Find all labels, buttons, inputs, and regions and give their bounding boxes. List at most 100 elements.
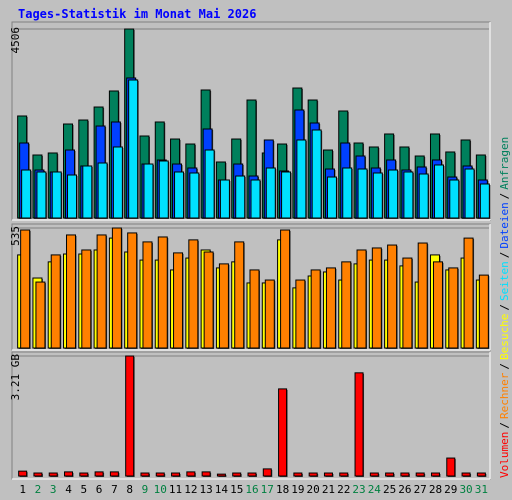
bar xyxy=(67,174,78,219)
bar xyxy=(35,281,46,349)
bar xyxy=(127,232,138,349)
legend-entry: Volumen xyxy=(498,432,511,478)
x-tick-label: 3 xyxy=(50,483,57,496)
bar xyxy=(449,179,460,219)
bar xyxy=(111,227,122,349)
bar xyxy=(418,173,429,219)
x-tick-label: 1 xyxy=(19,483,26,496)
bar xyxy=(216,473,226,477)
bar xyxy=(326,176,337,219)
bar xyxy=(417,242,428,349)
bar xyxy=(82,165,93,219)
bar xyxy=(186,471,196,477)
x-tick-label: 9 xyxy=(142,483,149,496)
x-tick-label: 28 xyxy=(429,483,442,496)
x-tick-label: 2 xyxy=(35,483,42,496)
bar xyxy=(188,239,199,349)
x-tick-label: 23 xyxy=(352,483,365,496)
legend-entry: Besuche xyxy=(498,314,511,360)
bar xyxy=(476,472,486,477)
bar xyxy=(463,237,474,349)
bar xyxy=(432,261,443,349)
legend-separator: / xyxy=(498,193,511,200)
bar xyxy=(310,269,321,349)
bar xyxy=(96,234,107,349)
y-tick-label: 4506 xyxy=(9,27,22,54)
legend: Volumen / Rechner / Besuche / Seiten / Dateien / A… xyxy=(498,137,511,478)
x-tick-label: 26 xyxy=(398,483,411,496)
bar xyxy=(356,249,367,349)
bar xyxy=(219,179,230,219)
legend-separator: / xyxy=(498,252,511,259)
bar xyxy=(21,169,32,219)
bar xyxy=(158,160,169,219)
bar xyxy=(308,472,318,477)
bar xyxy=(234,241,245,349)
bar xyxy=(341,261,352,349)
bar xyxy=(446,457,456,477)
x-tick-label: 19 xyxy=(291,483,304,496)
x-tick-label: 21 xyxy=(322,483,335,496)
bar xyxy=(128,79,139,219)
bar xyxy=(278,388,288,477)
bar xyxy=(112,146,123,219)
bar xyxy=(250,179,261,219)
bar xyxy=(201,471,211,477)
bar xyxy=(402,257,413,349)
bar xyxy=(387,244,398,349)
bar xyxy=(218,263,229,349)
x-tick-label: 12 xyxy=(184,483,197,496)
bar xyxy=(430,472,440,477)
bar xyxy=(323,472,333,477)
bar xyxy=(174,171,185,219)
x-tick-label: 17 xyxy=(261,483,274,496)
bar xyxy=(464,168,475,219)
bar xyxy=(342,167,353,219)
bar xyxy=(171,472,181,477)
bar xyxy=(204,149,215,219)
x-tick-label: 31 xyxy=(475,483,488,496)
bar xyxy=(189,172,200,219)
x-tick-label: 15 xyxy=(230,483,243,496)
bar xyxy=(433,164,444,219)
bar xyxy=(36,171,47,219)
bar xyxy=(247,472,257,477)
x-tick-label: 25 xyxy=(383,483,396,496)
bar xyxy=(372,172,383,219)
bar xyxy=(403,171,414,219)
bar xyxy=(232,472,242,477)
bar xyxy=(280,229,291,349)
bar xyxy=(371,247,382,349)
bar xyxy=(125,355,135,477)
chart-title: Tages-Statistik im Monat Mai 2026 xyxy=(18,7,256,21)
bar xyxy=(385,472,395,477)
bar xyxy=(81,249,92,349)
legend-entry: Rechner xyxy=(498,372,511,419)
bar xyxy=(461,472,471,477)
bar xyxy=(325,267,336,349)
bar xyxy=(448,267,459,349)
x-tick-label: 11 xyxy=(169,483,182,496)
bar xyxy=(281,171,292,219)
x-tick-label: 10 xyxy=(154,483,167,496)
x-tick-label: 16 xyxy=(245,483,258,496)
x-tick-label: 13 xyxy=(200,483,213,496)
bar xyxy=(264,279,275,349)
bar xyxy=(143,163,154,219)
bar xyxy=(295,279,306,349)
bar xyxy=(339,472,349,477)
legend-separator: / xyxy=(498,363,511,370)
x-tick-label: 6 xyxy=(96,483,103,496)
bar xyxy=(262,468,272,477)
bar xyxy=(235,175,246,219)
legend-entry: Seiten xyxy=(498,261,511,301)
bar xyxy=(173,252,184,349)
x-tick-label: 20 xyxy=(307,483,320,496)
bar xyxy=(140,472,150,477)
legend-separator: / xyxy=(498,422,511,429)
bar xyxy=(157,236,168,349)
bar xyxy=(388,169,399,219)
x-tick-label: 30 xyxy=(459,483,472,496)
x-tick-label: 27 xyxy=(414,483,427,496)
x-tick-label: 29 xyxy=(444,483,457,496)
